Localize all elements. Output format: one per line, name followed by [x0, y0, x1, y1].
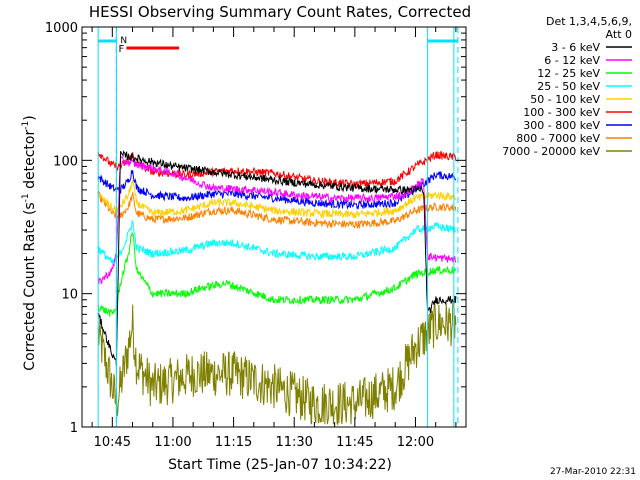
x-tick-label: 11:15 [215, 435, 252, 450]
x-tick-label: 12:00 [397, 435, 434, 450]
y-axis-label-sup1: -1 [21, 193, 31, 202]
legend-entry-label: 6 - 12 keV [544, 54, 600, 67]
legend-entry-label: 100 - 300 keV [523, 106, 600, 119]
legend-entry-label: 50 - 100 keV [530, 93, 600, 106]
y-axis-label-main: Corrected Count Rate (s [22, 202, 38, 370]
y-tick-label: 100 [53, 154, 78, 169]
legend-entry-label: 800 - 7000 keV [516, 132, 600, 145]
x-tick-label: 10:45 [94, 435, 131, 450]
x-tick-label: 11:45 [336, 435, 373, 450]
y-tick-label: 10 [61, 288, 78, 303]
series-line [97, 155, 457, 285]
y-axis-label-mid: detector [22, 130, 38, 194]
series-line [97, 190, 457, 230]
legend-entry-label: 3 - 6 keV [551, 41, 600, 54]
legend-header: Det 1,3,4,5,6,9, [546, 15, 632, 28]
x-tick-label: 11:30 [275, 435, 312, 450]
legend-entry-label: 12 - 25 keV [537, 67, 600, 80]
series-line [97, 219, 457, 264]
x-axis-label: Start Time (25-Jan-07 10:34:22) [168, 457, 392, 473]
series-line [97, 300, 457, 426]
chart-title: HESSI Observing Summary Count Rates, Cor… [89, 3, 471, 21]
series-line [97, 150, 457, 367]
footer-timestamp: 27-Mar-2010 22:31 [550, 467, 636, 477]
plot-area: FN 1 10 100 1000 10:45 11:00 11:15 11:30 11:45 12:… [45, 21, 467, 450]
x-tick-label: 11:00 [154, 435, 191, 450]
legend-entry-label: 25 - 50 keV [537, 80, 600, 93]
y-axis-label-end: ) [22, 115, 38, 120]
legend-entry-label: 300 - 800 keV [523, 119, 600, 132]
series-line [97, 170, 457, 211]
y-tick-label: 1 [70, 421, 78, 436]
series-line [97, 231, 457, 317]
y-axis-label-sup2: -1 [21, 121, 31, 130]
legend-entry-label: 7000 - 20000 keV [502, 145, 600, 158]
flare-flag-label: F [118, 44, 124, 55]
night-flag-label: N [120, 36, 127, 46]
y-tick-label: 1000 [45, 21, 78, 36]
legend-header: Att 0 [606, 28, 632, 41]
series-line [97, 179, 457, 219]
y-axis-label: Corrected Count Rate (s-1 detector-1) [21, 115, 38, 370]
